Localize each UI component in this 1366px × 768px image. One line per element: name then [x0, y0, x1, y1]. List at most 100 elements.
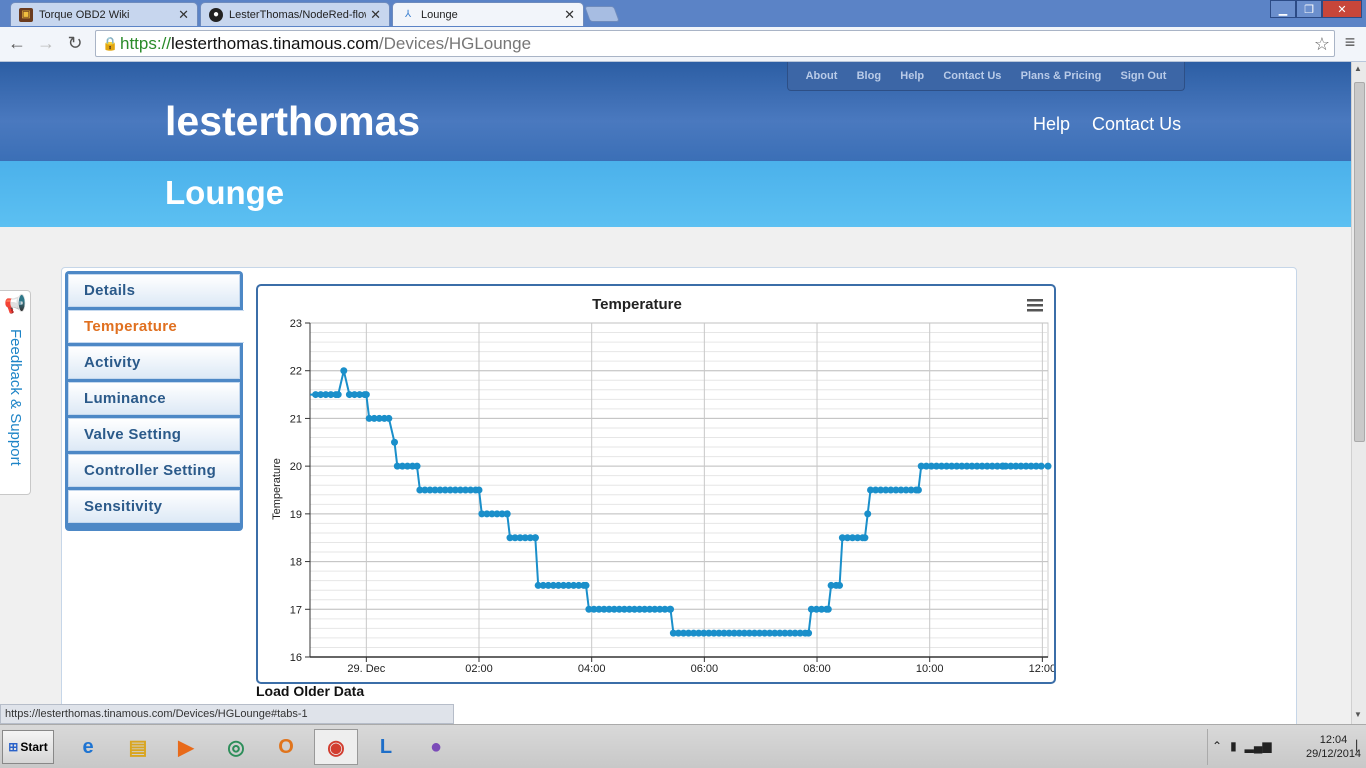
close-icon[interactable]: ✕ [178, 6, 189, 22]
data-point [710, 629, 718, 637]
data-point [511, 534, 519, 542]
scroll-down-icon[interactable]: ▼ [1354, 710, 1362, 719]
window-close-button[interactable]: ✕ [1322, 0, 1362, 18]
data-point [827, 581, 835, 589]
data-point [570, 581, 578, 589]
close-icon[interactable]: ✕ [370, 6, 381, 22]
internet-explorer-icon[interactable]: e [82, 735, 94, 758]
data-point [943, 462, 951, 470]
data-point [656, 605, 664, 613]
new-tab-button[interactable] [584, 6, 620, 22]
show-hidden-icon[interactable]: ⌃ [1212, 739, 1223, 753]
topnav-about[interactable]: About [805, 70, 838, 82]
y-tick-label: 22 [290, 366, 302, 378]
data-point [560, 581, 568, 589]
back-button[interactable]: ← [8, 32, 26, 53]
feedback-widget[interactable]: 📢 Feedback & Support [0, 290, 31, 495]
power-icon[interactable]: ▮ [1230, 739, 1237, 753]
topnav-blog[interactable]: Blog [856, 70, 882, 82]
chrome-icon[interactable]: ◉ [314, 729, 358, 765]
data-point [1037, 462, 1045, 470]
data-point [451, 486, 459, 494]
data-point [720, 629, 728, 637]
url-host: lesterthomas.tinamous.com [171, 33, 379, 53]
data-point [766, 629, 774, 637]
signal-icon[interactable]: ▂▄▆ [1244, 739, 1272, 753]
tab-title: Lounge [421, 8, 458, 21]
github-desktop-icon[interactable]: ● [429, 735, 443, 758]
reload-button[interactable]: ↻ [67, 32, 83, 53]
data-point [636, 605, 644, 613]
data-point [441, 486, 449, 494]
file-explorer-icon[interactable]: ▤ [128, 736, 148, 759]
address-bar[interactable]: 🔒 https://lesterthomas.tinamous.com/Devi… [95, 30, 1335, 57]
start-button[interactable]: ⊞ Start [2, 730, 54, 764]
topnav-signout[interactable]: Sign Out [1120, 70, 1167, 82]
scroll-thumb[interactable] [1354, 82, 1365, 442]
browser-menu-icon[interactable]: ≡ [1344, 32, 1356, 52]
y-tick-label: 17 [290, 604, 302, 616]
tab-temperature[interactable]: Temperature [68, 310, 244, 343]
tray-icons: ⌃ ▮ ▂▄▆ [1212, 739, 1272, 753]
chart-svg: Temperature Temperature 16 17 18 19 20 21 22 23… [271, 296, 1054, 675]
data-point [700, 629, 708, 637]
data-point [776, 629, 784, 637]
data-point [426, 486, 434, 494]
tab-valve-setting[interactable]: Valve Setting [68, 418, 240, 451]
data-point [590, 605, 598, 613]
data-point [575, 581, 583, 589]
clock-date: 29/12/2014 [1306, 748, 1362, 760]
tab-activity[interactable]: Activity [68, 346, 240, 379]
browser-tab-github[interactable]: ● LesterThomas/NodeRed-flow ✕ [200, 2, 390, 26]
load-older-data-link[interactable]: Load Older Data [256, 683, 365, 699]
data-point [667, 605, 675, 613]
data-point [685, 629, 693, 637]
data-point [771, 629, 779, 637]
show-desktop-button[interactable]: ▏ [1356, 741, 1364, 752]
tab-sensitivity[interactable]: Sensitivity [68, 490, 240, 523]
lync-icon[interactable]: L [379, 735, 393, 758]
bookmark-star-icon[interactable]: ☆ [1313, 34, 1330, 54]
forward-button[interactable]: → [37, 32, 55, 53]
mainnav-help[interactable]: Help [1033, 114, 1071, 134]
data-point [478, 510, 486, 518]
data-point [988, 462, 996, 470]
data-point [805, 629, 813, 637]
tab-title: LesterThomas/NodeRed-flow [229, 8, 367, 21]
system-tray: ⌃ ▮ ▂▄▆ 12:04 29/12/2014 ▏ [1207, 729, 1366, 765]
data-point [922, 462, 930, 470]
page-scrollbar[interactable]: ▲ ▼ [1351, 62, 1366, 724]
chart-menu-icon[interactable] [1027, 299, 1043, 312]
data-point [824, 605, 832, 613]
browser-chrome: ▣ Torque OBD2 Wiki ✕ ● LesterThomas/Node… [0, 0, 1366, 62]
data-point [892, 486, 900, 494]
scroll-up-icon[interactable]: ▲ [1354, 64, 1362, 73]
media-player-icon[interactable]: ▶ [178, 736, 194, 759]
topnav-plans[interactable]: Plans & Pricing [1020, 70, 1102, 82]
tab-controller-setting[interactable]: Controller Setting [68, 454, 240, 487]
site-title[interactable]: lesterthomas [165, 98, 421, 144]
outlook-icon[interactable]: O [278, 735, 294, 758]
data-point [322, 391, 330, 399]
data-point [503, 510, 511, 518]
network-app-icon[interactable]: ◎ [227, 736, 245, 759]
data-point [534, 581, 542, 589]
data-point [902, 486, 910, 494]
minimize-button[interactable]: ▁ [1270, 0, 1296, 18]
restore-button[interactable]: ❐ [1296, 0, 1322, 18]
browser-tab-lounge[interactable]: ⅄ Lounge ✕ [392, 2, 584, 26]
topnav-contact[interactable]: Contact Us [943, 70, 1002, 82]
browser-tab-torque[interactable]: ▣ Torque OBD2 Wiki ✕ [10, 2, 198, 26]
tab-details[interactable]: Details [68, 274, 240, 307]
close-icon[interactable]: ✕ [564, 6, 575, 22]
mainnav-contact[interactable]: Contact Us [1092, 114, 1182, 134]
clock[interactable]: 12:04 29/12/2014 [1306, 733, 1361, 761]
data-point [641, 605, 649, 613]
data-point [554, 581, 562, 589]
tab-luminance[interactable]: Luminance [68, 382, 240, 415]
y-tick-label: 21 [290, 413, 302, 425]
data-point [1017, 462, 1025, 470]
topnav-help[interactable]: Help [900, 70, 925, 82]
data-point [1027, 462, 1035, 470]
x-tick-label: 10:00 [916, 663, 944, 675]
